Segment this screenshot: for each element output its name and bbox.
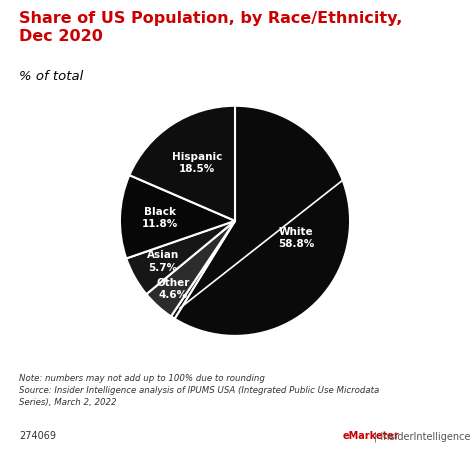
Text: Black
11.8%: Black 11.8% [142,207,179,229]
Text: | InsiderIntelligence.com: | InsiderIntelligence.com [374,431,470,442]
Text: Hispanic
18.5%: Hispanic 18.5% [172,152,222,174]
Text: eMarketer: eMarketer [343,431,400,441]
Text: Asian
5.7%: Asian 5.7% [147,250,179,273]
Wedge shape [171,221,235,319]
Text: Other
4.6%: Other 4.6% [157,278,190,300]
Wedge shape [129,106,235,221]
Text: 274069: 274069 [19,431,56,441]
Text: % of total: % of total [19,70,83,83]
Wedge shape [146,221,235,316]
Wedge shape [120,175,235,259]
Wedge shape [126,221,235,294]
Text: Native
American
0.6%: Native American 0.6% [180,131,411,308]
Text: Share of US Population, by Race/Ethnicity,
Dec 2020: Share of US Population, by Race/Ethnicit… [19,11,402,44]
Text: White
58.8%: White 58.8% [278,227,314,249]
Text: Note: numbers may not add up to 100% due to rounding
Source: Insider Intelligenc: Note: numbers may not add up to 100% due… [19,374,379,407]
Wedge shape [174,106,350,336]
